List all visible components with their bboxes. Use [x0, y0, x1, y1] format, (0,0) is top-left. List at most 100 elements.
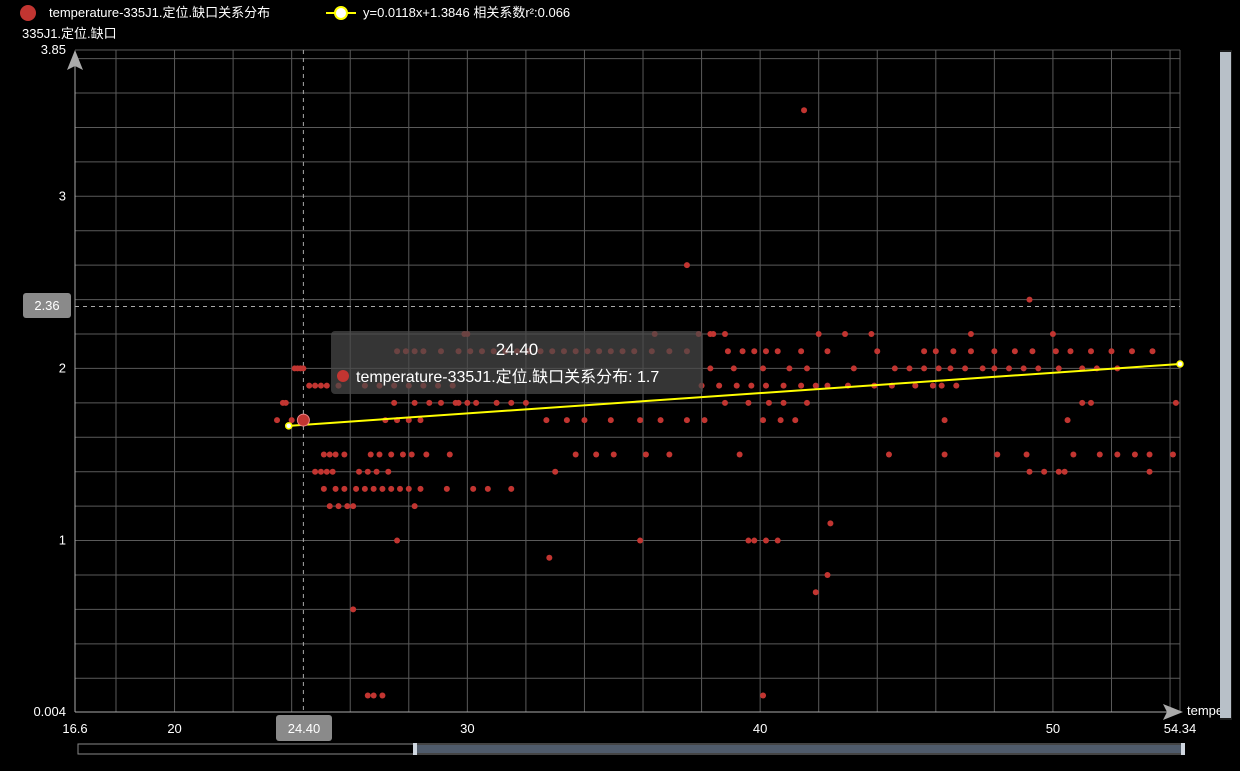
- data-point: [967, 348, 974, 355]
- data-point: [350, 606, 357, 613]
- data-point: [361, 485, 368, 492]
- tooltip-title: 24.40: [496, 340, 539, 359]
- legend-series-icon[interactable]: [20, 5, 36, 21]
- data-point: [730, 365, 737, 372]
- legend-fit-label[interactable]: y=0.0118x+1.3846 相关系数r²:0.066: [363, 5, 570, 20]
- data-point: [683, 262, 690, 269]
- data-point: [941, 451, 948, 458]
- y-tick-label: 3: [59, 188, 66, 203]
- data-point: [508, 485, 515, 492]
- data-point: [762, 382, 769, 389]
- data-point: [394, 537, 401, 544]
- data-point: [733, 382, 740, 389]
- fit-line-group: [284, 360, 1184, 430]
- x-tick-label: 50: [1046, 721, 1060, 736]
- scrollbar-thumb[interactable]: [1220, 52, 1231, 718]
- legend-fit-icon[interactable]: [334, 6, 348, 20]
- data-point: [326, 503, 333, 510]
- data-point: [326, 451, 333, 458]
- y-tick-labels: 0.004 1 2 3 3.85: [33, 42, 66, 719]
- data-point: [891, 365, 898, 372]
- data-point: [1108, 348, 1115, 355]
- data-point: [827, 520, 834, 527]
- fit-line-start-point: [284, 422, 293, 430]
- data-point: [397, 485, 403, 492]
- data-point: [736, 451, 743, 458]
- x-axis-name: tempe: [1187, 703, 1223, 718]
- data-point: [760, 417, 767, 424]
- axes: [67, 50, 1183, 720]
- data-point: [443, 485, 450, 492]
- data-point: [546, 554, 553, 561]
- data-point: [751, 537, 758, 544]
- legend[interactable]: temperature-335J1.定位.缺口关系分布 y=0.0118x+1.…: [20, 5, 570, 21]
- data-point: [780, 399, 787, 406]
- data-point: [373, 468, 380, 475]
- data-point: [745, 537, 752, 544]
- x-crosshair-label: 24.40: [276, 715, 332, 741]
- data-point: [824, 571, 831, 578]
- slider-handle-right[interactable]: [1181, 743, 1185, 755]
- data-point: [1079, 399, 1086, 406]
- data-point: [803, 399, 810, 406]
- data-point: [748, 382, 755, 389]
- slider-handle-left[interactable]: [413, 743, 417, 755]
- x-axis-arrow-icon: [1163, 704, 1183, 720]
- data-point: [341, 485, 348, 492]
- tooltip: 24.40 temperature-335J1.定位.缺口关系分布: 1.7: [331, 331, 703, 394]
- data-point: [991, 365, 998, 372]
- data-point: [388, 485, 395, 492]
- data-point: [1061, 468, 1068, 475]
- data-point: [408, 451, 415, 458]
- data-point: [455, 399, 462, 406]
- y-tick-label: 1: [59, 533, 66, 548]
- data-point: [370, 485, 377, 492]
- data-point: [581, 417, 588, 424]
- data-point: [288, 417, 295, 424]
- data-point: [1064, 417, 1071, 424]
- data-point: [760, 365, 767, 372]
- slider-window[interactable]: [416, 745, 1184, 753]
- data-point: [300, 365, 307, 372]
- data-point: [484, 485, 491, 492]
- data-point: [353, 485, 360, 492]
- data-zoom-slider[interactable]: [77, 743, 1185, 755]
- data-point: [765, 399, 772, 406]
- data-point: [1011, 348, 1018, 355]
- data-point: [824, 382, 831, 389]
- x-crosshair-value: 24.40: [288, 721, 321, 736]
- data-point: [637, 417, 644, 424]
- data-point: [722, 331, 728, 338]
- data-point: [1070, 451, 1077, 458]
- data-point: [929, 382, 936, 389]
- fit-line-end-point: [1176, 360, 1184, 368]
- vertical-scrollbar[interactable]: [1220, 50, 1232, 720]
- x-tick-label: 40: [753, 721, 767, 736]
- data-point: [1055, 468, 1062, 475]
- data-point: [724, 348, 731, 355]
- data-point: [938, 382, 945, 389]
- data-point: [1114, 451, 1121, 458]
- data-point: [508, 399, 515, 406]
- data-point: [470, 485, 477, 492]
- y-axis-arrow-icon: [67, 50, 83, 70]
- data-point: [473, 399, 480, 406]
- data-point: [941, 417, 948, 424]
- data-point: [356, 468, 363, 475]
- data-point: [1096, 451, 1103, 458]
- y-crosshair-value: 2.36: [34, 298, 59, 313]
- data-point: [282, 399, 289, 406]
- legend-series-label[interactable]: temperature-335J1.定位.缺口关系分布: [49, 5, 270, 20]
- data-point: [274, 417, 281, 424]
- data-point: [874, 348, 881, 355]
- data-point: [991, 348, 998, 355]
- data-point: [312, 382, 319, 389]
- crosshair: [75, 50, 1180, 712]
- data-point: [683, 417, 690, 424]
- data-point: [850, 365, 857, 372]
- data-point: [1020, 365, 1027, 372]
- data-point: [335, 503, 342, 510]
- data-point: [906, 365, 913, 372]
- y-tick-label: 2: [59, 360, 66, 375]
- data-point: [411, 399, 418, 406]
